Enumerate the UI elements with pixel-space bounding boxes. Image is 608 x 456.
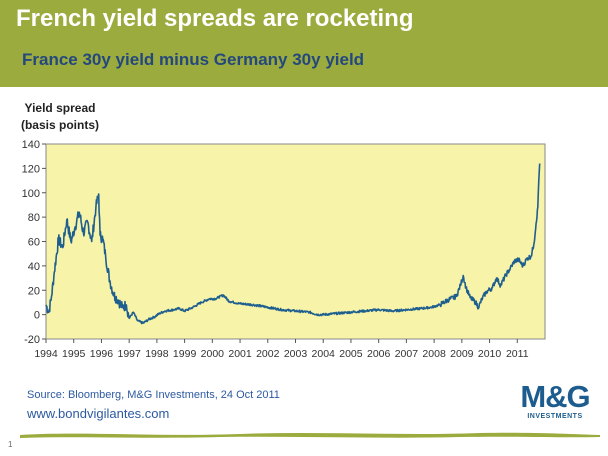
x-tick-label: 2001 bbox=[228, 348, 252, 360]
x-tick-label: 2004 bbox=[312, 348, 336, 360]
y-tick-label: 60 bbox=[28, 237, 40, 249]
x-tick-label: 2008 bbox=[422, 348, 446, 360]
x-tick-label: 1994 bbox=[34, 348, 58, 360]
y-tick-label: 40 bbox=[28, 261, 40, 273]
y-tick-label: 140 bbox=[22, 139, 40, 151]
chart-subtitle: France 30y yield minus Germany 30y yield bbox=[22, 50, 365, 69]
x-tick-label: 2011 bbox=[506, 348, 529, 360]
page-number: 1 bbox=[8, 440, 13, 449]
source-note: Source: Bloomberg, M&G Investments, 24 O… bbox=[27, 389, 280, 401]
x-tick-label: 1998 bbox=[145, 348, 169, 360]
y-axis-label-line-2: (basis points) bbox=[20, 118, 99, 132]
x-tick-label: 1996 bbox=[90, 348, 114, 360]
y-tick-label: 120 bbox=[22, 163, 40, 175]
spread-line-chart: -20 0 20 40 60 80 100 120 140 1994 1995 1996 1997 199… bbox=[22, 139, 546, 360]
mg-logo: M&G INVESTMENTS bbox=[510, 380, 600, 430]
y-tick-label: 100 bbox=[22, 188, 40, 200]
y-tick-label: 80 bbox=[28, 212, 40, 224]
x-tick-label: 2007 bbox=[395, 348, 419, 360]
plot-area bbox=[45, 143, 546, 340]
y-tick-label: 0 bbox=[34, 310, 40, 322]
brush-stroke-divider bbox=[20, 432, 600, 438]
x-tick-label: 2006 bbox=[367, 348, 391, 360]
x-tick-label: 1995 bbox=[62, 348, 86, 360]
x-tick-label: 2009 bbox=[450, 348, 474, 360]
x-tick-label: 2003 bbox=[284, 348, 308, 360]
title-banner: French yield spreads are rocketing Franc… bbox=[0, 0, 608, 87]
logo-mark: M&G bbox=[520, 379, 590, 414]
page-title: French yield spreads are rocketing bbox=[16, 5, 414, 32]
logo-subtext: INVESTMENTS bbox=[527, 413, 583, 420]
y-axis-label: Yield spread (basis points) bbox=[10, 100, 110, 134]
x-tick-label: 1997 bbox=[117, 348, 141, 360]
x-tick-label: 2005 bbox=[339, 348, 363, 360]
y-tick-label: 20 bbox=[28, 285, 40, 297]
x-tick-label: 2002 bbox=[256, 348, 280, 360]
x-tick-label: 1999 bbox=[173, 348, 197, 360]
y-axis-label-line-1: Yield spread bbox=[24, 101, 96, 115]
series-line-0 bbox=[45, 163, 541, 325]
website-link[interactable]: www.bondvigilantes.com bbox=[27, 406, 170, 421]
y-tick-label: -20 bbox=[24, 334, 40, 346]
x-tick-label: 2000 bbox=[201, 348, 225, 360]
x-tick-label: 2010 bbox=[478, 348, 502, 360]
